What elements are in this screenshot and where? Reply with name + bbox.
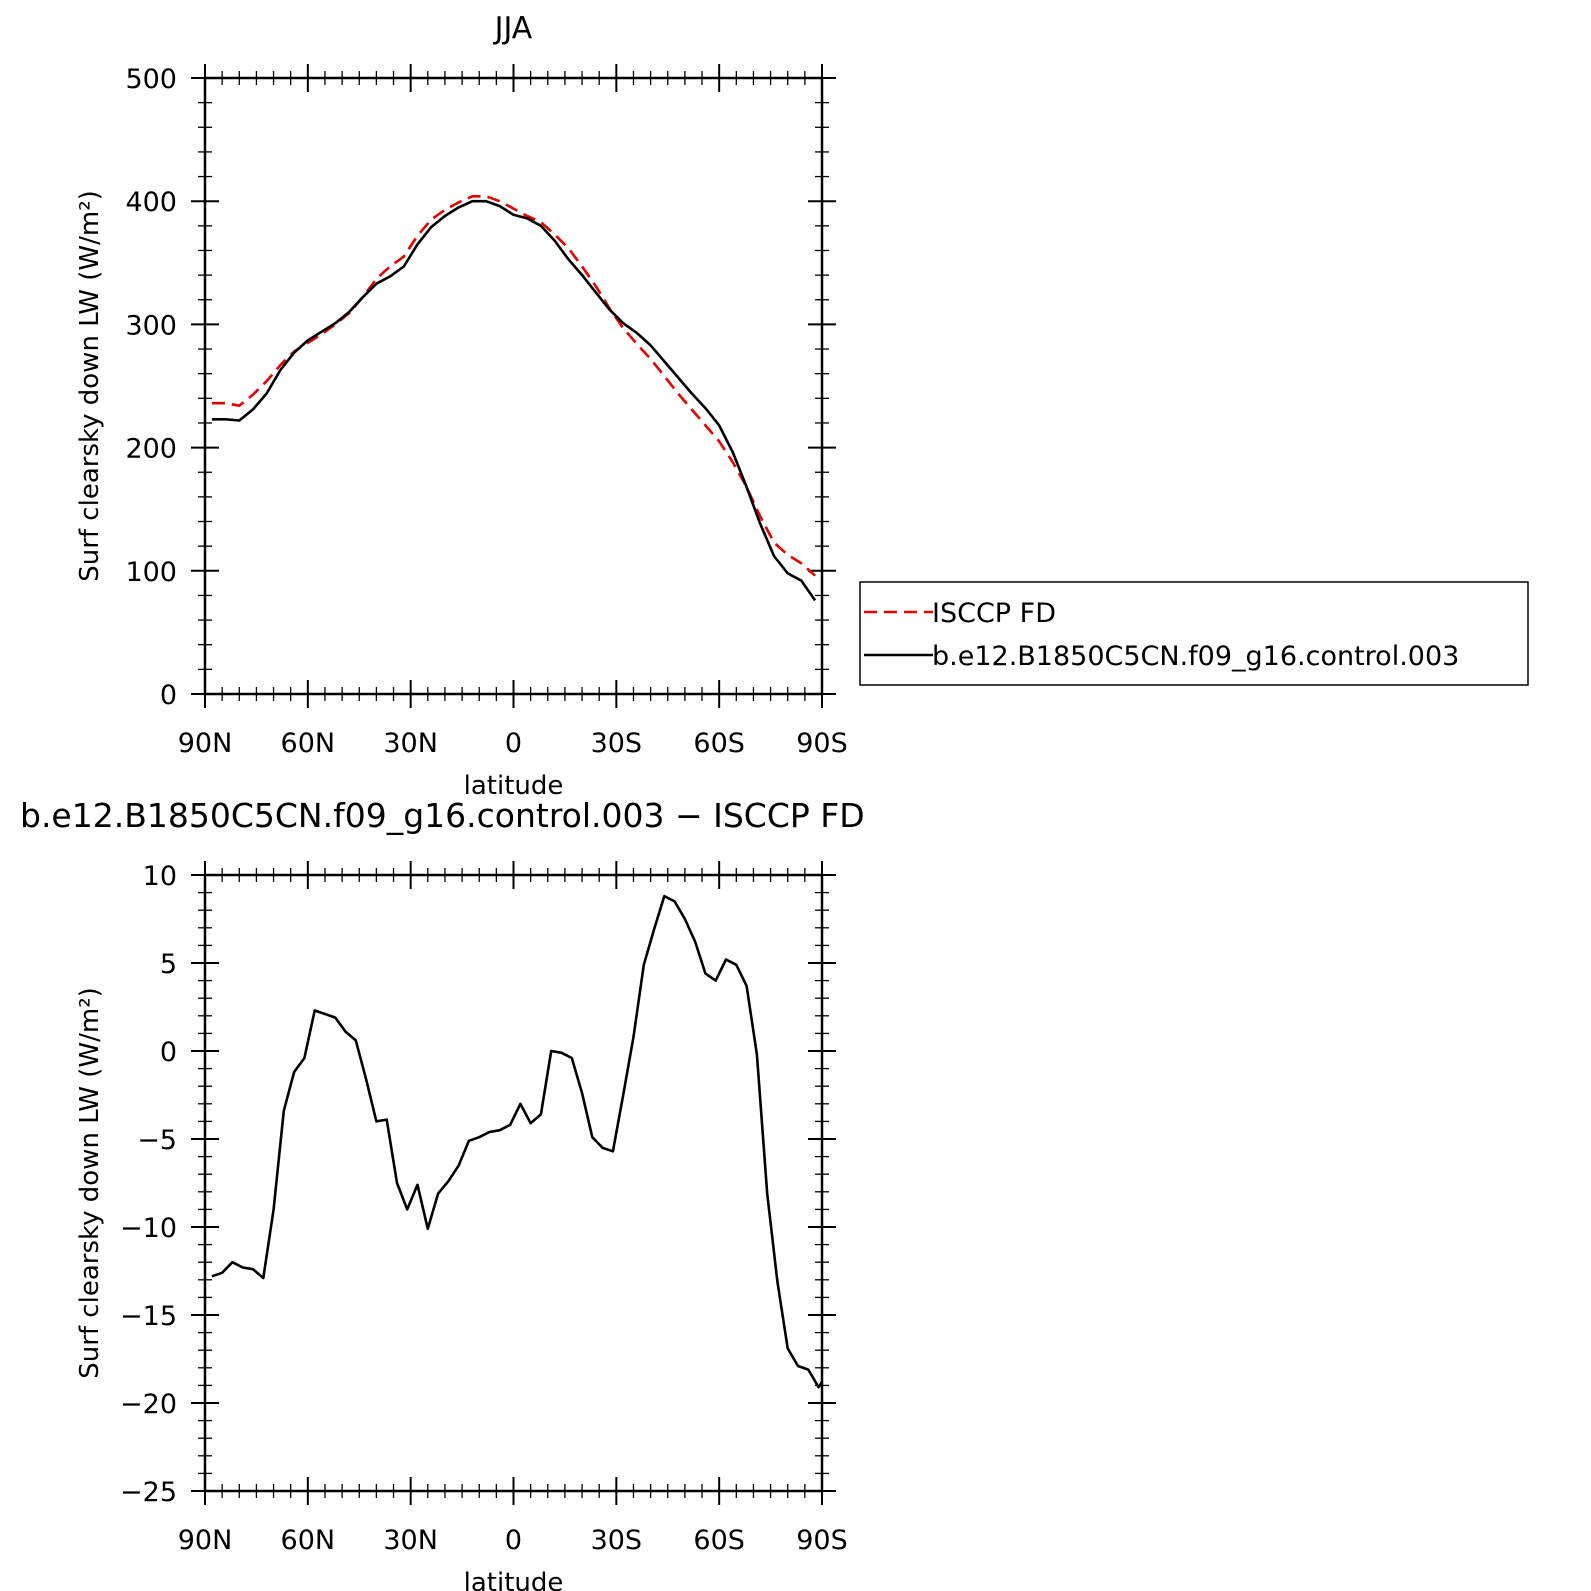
legend-label: ISCCP FD xyxy=(932,598,1056,629)
y-tick-label: −20 xyxy=(120,1389,177,1420)
y-tick-label: 10 xyxy=(143,861,177,892)
legend: ISCCP FD b.e12.B1850C5CN.f09_g16.control.… xyxy=(859,581,1529,686)
y-tick-label: −25 xyxy=(120,1477,177,1508)
x-axis-title: latitude xyxy=(464,771,564,801)
x-tick-label: 60S xyxy=(693,1525,745,1556)
series-line-model xyxy=(211,199,817,602)
x-tick-label: 30S xyxy=(591,728,643,759)
y-tick-label: −5 xyxy=(137,1125,177,1156)
y-tick-label: 0 xyxy=(160,680,177,711)
legend-box xyxy=(859,581,1529,686)
y-tick-label: 100 xyxy=(125,557,177,588)
plot-frame xyxy=(203,873,824,1493)
y-tick-label: 0 xyxy=(160,1037,177,1068)
y-tick-label: 500 xyxy=(125,64,177,95)
x-tick-label: 90N xyxy=(178,728,233,759)
y-tick-label: 5 xyxy=(160,949,177,980)
legend-label: b.e12.B1850C5CN.f09_g16.control.003 xyxy=(932,641,1459,672)
x-tick-label: 30S xyxy=(591,1525,643,1556)
plot-frame xyxy=(203,76,824,696)
y-tick-label: −15 xyxy=(120,1301,177,1332)
difference-line xyxy=(211,894,822,1389)
series-line-isccp xyxy=(211,195,816,577)
y-tick-label: −10 xyxy=(120,1213,177,1244)
chart-title: b.e12.B1850C5CN.f09_g16.control.003 − IS… xyxy=(20,796,865,835)
bottom-panel: 90N 60N 30N 0 30S 60S 90S 10 5 0 −5 −10 −15 −20 −25 lat… xyxy=(20,796,865,1591)
y-tick-label: 300 xyxy=(125,310,177,341)
y-axis-title: Surf clearsky down LW (W/m²) xyxy=(75,987,105,1379)
x-tick-label: 30N xyxy=(383,1525,438,1556)
y-axis-title: Surf clearsky down LW (W/m²) xyxy=(75,190,105,582)
x-tick-label: 30N xyxy=(383,728,438,759)
series-group xyxy=(211,195,817,602)
y-tick-label: 400 xyxy=(125,187,177,218)
x-tick-label: 60N xyxy=(281,1525,336,1556)
x-tick-label: 0 xyxy=(505,1525,522,1556)
x-tick-label: 90S xyxy=(796,1525,848,1556)
series-group xyxy=(211,894,822,1389)
x-axis-title: latitude xyxy=(464,1568,564,1591)
x-tick-label: 0 xyxy=(505,728,522,759)
x-tick-label: 60S xyxy=(693,728,745,759)
x-tick-label: 90N xyxy=(178,1525,233,1556)
chart-title: JJA xyxy=(493,11,533,46)
x-tick-label: 60N xyxy=(281,728,336,759)
y-tick-label: 200 xyxy=(125,434,177,465)
top-panel: 90N 60N 30N 0 30S 60S 90S 0 100 200 300 400 500 latit… xyxy=(75,11,848,801)
x-tick-label: 90S xyxy=(796,728,848,759)
